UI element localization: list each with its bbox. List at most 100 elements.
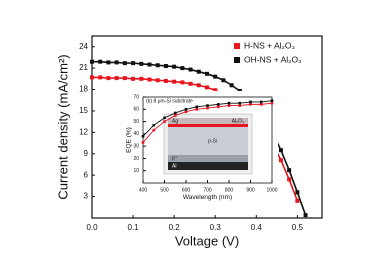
- data-point: [287, 177, 292, 182]
- data-point: [155, 78, 160, 83]
- data-point: [227, 104, 231, 107]
- schematic-layer: [168, 155, 248, 162]
- data-point: [172, 79, 177, 84]
- x-axis-label: Voltage (V): [175, 233, 239, 248]
- data-point: [163, 78, 168, 83]
- data-point: [131, 76, 136, 81]
- data-point: [278, 158, 283, 163]
- data-point: [152, 128, 156, 132]
- data-point: [216, 103, 220, 106]
- schematic-label: Al₂O₃: [232, 118, 244, 124]
- y-tick-label: 24: [79, 42, 88, 51]
- data-point: [229, 83, 234, 88]
- x-tick-label: 0.0: [86, 223, 98, 232]
- data-point: [259, 100, 263, 104]
- data-point: [114, 76, 119, 81]
- legend-marker: [234, 57, 240, 63]
- data-point: [163, 63, 168, 68]
- y-tick-label: 9: [84, 149, 89, 158]
- y-tick-label: 18: [79, 85, 88, 94]
- data-point: [152, 123, 156, 127]
- y-axis-label: EQE (%): [126, 127, 133, 153]
- data-point: [163, 116, 166, 120]
- data-point: [180, 80, 185, 85]
- legend-label: H-NS + Al₂O₃: [244, 40, 295, 50]
- data-point: [163, 120, 166, 123]
- data-point: [98, 59, 103, 64]
- data-point: [131, 61, 136, 66]
- data-point: [172, 64, 177, 69]
- x-tick-label: 1000: [266, 187, 277, 193]
- y-tick-label: 70: [133, 94, 139, 100]
- data-point: [173, 111, 177, 115]
- data-point: [213, 88, 218, 93]
- data-point: [216, 105, 220, 109]
- data-point: [196, 83, 201, 88]
- data-point: [237, 88, 242, 93]
- data-point: [184, 110, 188, 114]
- schematic-label: Al: [172, 163, 176, 169]
- y-tick-label: 20: [133, 156, 139, 162]
- y-tick-label: 3: [84, 192, 89, 201]
- y-tick-label: 40: [133, 131, 139, 137]
- data-point: [147, 62, 152, 67]
- data-point: [249, 103, 252, 106]
- schematic-layer: [168, 162, 248, 170]
- data-point: [139, 61, 144, 66]
- data-point: [221, 78, 226, 83]
- legend-label: OH-NS + Al₂O₃: [244, 54, 302, 64]
- data-point: [206, 104, 209, 107]
- data-point: [295, 198, 300, 203]
- data-point: [155, 63, 160, 68]
- data-point: [188, 67, 193, 72]
- x-tick-label: 0.1: [128, 223, 140, 232]
- y-tick-label: 6: [84, 170, 89, 179]
- data-point: [173, 114, 177, 117]
- data-point: [195, 107, 199, 111]
- x-tick-label: 0.4: [251, 223, 263, 232]
- data-point: [122, 76, 127, 81]
- x-tick-label: 600: [182, 187, 191, 193]
- data-point: [259, 103, 263, 106]
- x-tick-label: 400: [139, 187, 148, 193]
- data-point: [249, 100, 252, 104]
- data-point: [98, 75, 103, 80]
- data-point: [213, 74, 218, 79]
- data-point: [106, 76, 111, 81]
- data-point: [303, 213, 308, 218]
- schematic-label: p-Si: [208, 138, 217, 144]
- data-point: [180, 66, 185, 71]
- data-point: [238, 101, 242, 105]
- y-tick-label: 12: [79, 127, 88, 136]
- y-tick-label: 21: [79, 63, 88, 72]
- data-point: [205, 71, 209, 76]
- data-point: [141, 135, 145, 138]
- x-tick-label: 0.3: [210, 223, 222, 232]
- y-tick-label: 60: [133, 107, 139, 113]
- data-point: [270, 99, 274, 102]
- data-point: [141, 141, 145, 144]
- plot-frame: [91, 35, 323, 219]
- data-point: [206, 106, 209, 110]
- y-tick-label: 15: [79, 106, 88, 115]
- data-point: [295, 190, 300, 195]
- data-point: [238, 104, 242, 107]
- schematic-label: Ag: [172, 118, 178, 124]
- y-tick-label: 30: [133, 143, 139, 149]
- data-point: [188, 81, 193, 86]
- data-point: [90, 59, 94, 64]
- y-tick-label: 50: [133, 119, 139, 125]
- legend-marker: [234, 43, 240, 49]
- data-point: [90, 75, 94, 80]
- x-tick-label: 700: [203, 187, 212, 193]
- data-point: [139, 76, 144, 81]
- schematic-label: p⁺: [172, 155, 178, 161]
- data-point: [122, 61, 127, 66]
- data-point: [106, 60, 111, 65]
- data-point: [147, 77, 152, 82]
- schematic-layer: [168, 124, 248, 127]
- schematic-layer: [168, 127, 248, 155]
- data-point: [278, 148, 283, 153]
- x-tick-label: 500: [160, 187, 169, 193]
